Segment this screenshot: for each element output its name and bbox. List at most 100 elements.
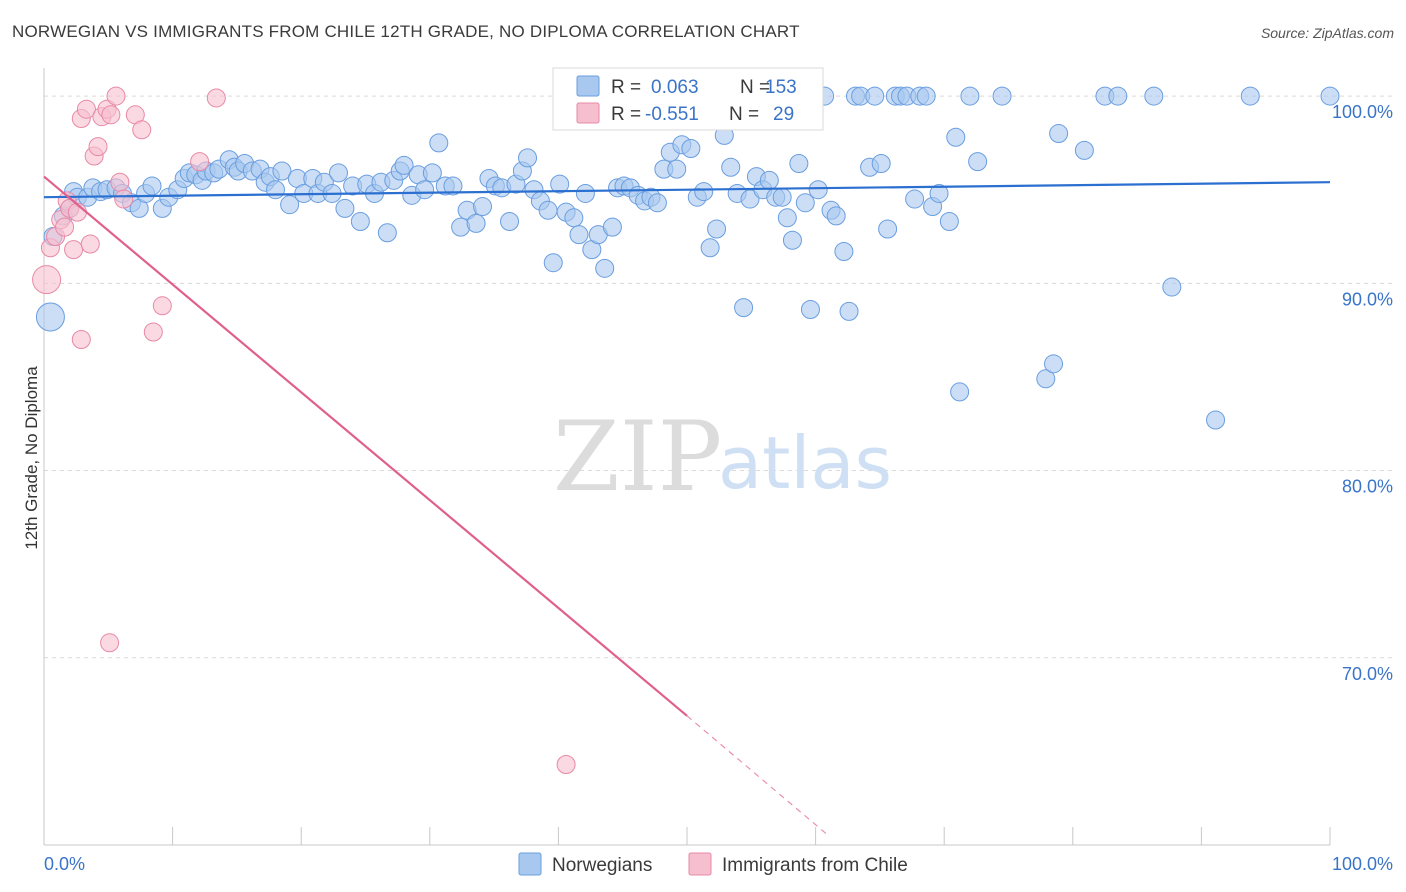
series-immigrants-from-chile [32,86,576,774]
point-norwegians-71 [518,148,538,168]
y-axis-label: 12th Grade, No Diploma [22,366,41,550]
grid-lines [44,95,1392,659]
point-norwegians-58 [429,133,449,153]
point-norwegians-114 [795,193,815,213]
point-norwegians-64 [473,197,493,217]
point-norwegians-111 [777,208,797,228]
point-norwegians-125 [865,86,885,106]
point-norwegians-135 [929,183,949,203]
watermark: ZIP atlas [553,401,892,513]
legend-r-value-1: 0.063 [651,77,699,98]
watermark-zip: ZIP [553,401,722,513]
point-norwegians-138 [950,382,970,402]
point-chile-7 [64,240,84,260]
y-tick-label-2: 90.0% [1342,289,1393,309]
point-norwegians-43 [328,163,348,183]
point-norwegians-53 [394,155,414,175]
point-norwegians-46 [350,212,370,232]
legend-r-label-2: R = [611,104,641,125]
watermark-atlas: atlas [718,421,892,505]
point-norwegians-35 [272,161,292,181]
point-norwegians-137 [946,127,966,147]
series-norwegians [35,86,1340,430]
point-norwegians-133 [916,86,936,106]
point-norwegians-15 [142,176,162,196]
point-norwegians-131 [905,189,925,209]
point-norwegians-83 [595,258,615,278]
point-norwegians-127 [878,219,898,239]
axes [43,68,1331,846]
point-norwegians-144 [1049,124,1069,144]
point-norwegians-113 [789,153,809,173]
point-chile-10 [76,99,96,119]
point-chile-16 [101,105,121,125]
point-norwegians-149 [1162,277,1182,297]
point-norwegians-147 [1108,86,1128,106]
bottom-legend-swatch-chile [688,852,712,876]
point-norwegians-80 [575,183,595,203]
point-chile-4 [55,217,75,237]
point-norwegians-119 [826,206,846,226]
source-label: Source: ZipAtlas.com [1260,25,1394,41]
point-norwegians-84 [602,217,622,237]
trend-line-norwegians [43,181,1331,199]
x-tick-label-1: 100.0% [1332,854,1393,874]
trend-lines [43,175,1331,837]
point-norwegians-50 [377,223,397,243]
point-norwegians-115 [800,300,820,320]
y-tick-label-0: 70.0% [1342,664,1393,684]
point-norwegians-126 [871,153,891,173]
legend-r-label-1: R = [611,77,641,98]
point-norwegians-79 [569,225,589,245]
point-norwegians-98 [694,182,714,202]
point-norwegians-112 [782,230,802,250]
legend-n-label-2: N = [729,104,759,125]
point-chile-22 [143,322,163,342]
bottom-legend-norwegians: Norwegians [552,855,652,876]
point-norwegians-56 [415,180,435,200]
series-legend: Norwegians Immigrants from Chile [518,852,908,876]
y-tick-labels: 70.0% 80.0% 90.0% 100.0% [1332,102,1393,684]
point-norwegians-44 [335,198,355,218]
point-norwegians-96 [681,139,701,159]
point-chile-19 [114,189,134,209]
legend-r-value-2: -0.551 [645,104,699,125]
point-norwegians-0 [35,302,65,332]
point-norwegians-139 [960,86,980,106]
bottom-legend-swatch-norwegians [518,852,542,876]
point-norwegians-94 [667,159,687,179]
point-norwegians-143 [1044,354,1064,374]
point-norwegians-104 [734,298,754,318]
legend-n-value-2: 29 [773,104,794,125]
point-norwegians-68 [500,212,520,232]
x-tick-label-0: 0.0% [44,854,85,874]
point-chile-21 [132,120,152,140]
legend-swatch-chile [576,102,600,124]
point-norwegians-136 [939,212,959,232]
point-norwegians-75 [543,253,563,273]
point-norwegians-150 [1206,410,1226,430]
point-norwegians-74 [538,200,558,220]
point-chile-11 [80,234,100,254]
bottom-legend-chile: Immigrants from Chile [722,855,908,876]
point-norwegians-60 [443,176,463,196]
point-norwegians-76 [550,174,570,194]
chart-title: NORWEGIAN VS IMMIGRANTS FROM CHILE 12TH … [12,22,800,41]
legend-n-label-1: N = [740,77,770,98]
point-norwegians-116 [808,180,828,200]
point-norwegians-36 [280,195,300,215]
point-chile-26 [71,329,91,349]
point-norwegians-78 [564,208,584,228]
y-tick-label-1: 80.0% [1342,477,1393,497]
point-norwegians-100 [707,219,727,239]
point-norwegians-151 [1240,86,1260,106]
point-norwegians-140 [968,152,988,172]
y-tick-label-3: 100.0% [1332,102,1393,122]
point-norwegians-91 [647,193,667,213]
trend-line-chile-extension [686,715,829,837]
point-chile-25 [206,88,226,108]
point-norwegians-34 [265,180,285,200]
point-chile-27 [100,633,120,653]
trend-line-chile [43,175,688,717]
